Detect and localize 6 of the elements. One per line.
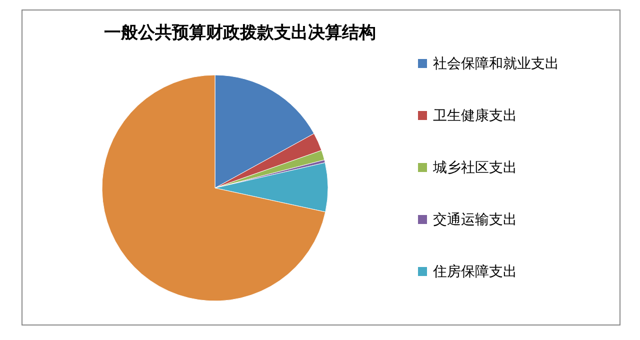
legend-label: 住房保障支出 [432,264,517,280]
legend-label: 交通运输支出 [433,212,517,228]
legend-label: 社会保障和就业支出 [433,56,559,72]
legend-label: 城乡社区支出 [432,160,517,176]
chart-title: 一般公共预算财政拨款支出决算结构 [104,23,376,43]
legend-label: 卫生健康支出 [433,108,517,124]
